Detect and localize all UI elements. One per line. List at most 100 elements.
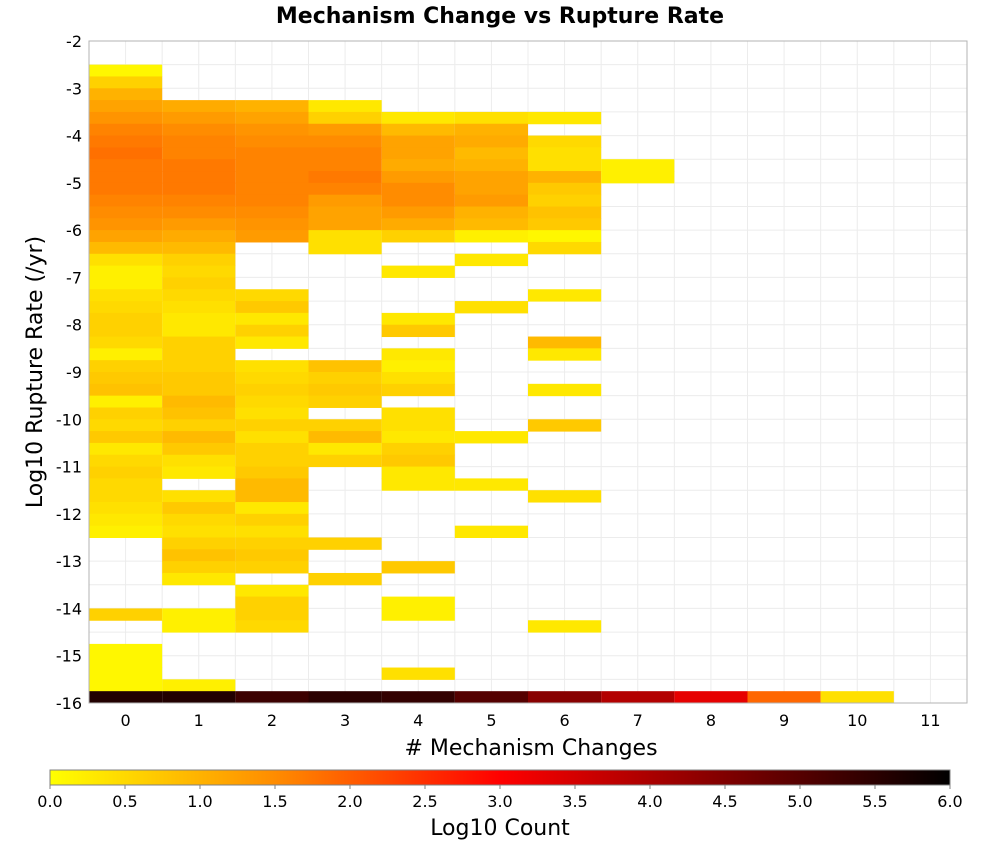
heatmap-cell [235, 608, 309, 621]
heatmap-cell [381, 348, 455, 361]
heatmap-cell [162, 159, 236, 172]
heatmap-cell [308, 206, 382, 219]
heatmap-cell [162, 466, 236, 479]
heatmap-cell [89, 265, 163, 278]
heatmap-cell [89, 513, 163, 527]
colorbar-tick-label: 2.0 [337, 792, 362, 811]
x-tick-label: 4 [413, 711, 423, 730]
heatmap-cell [162, 194, 236, 207]
heatmap-cell [235, 206, 309, 219]
heatmap-cell [162, 608, 236, 621]
heatmap-cell [381, 454, 455, 468]
heatmap-cell [381, 123, 455, 137]
heatmap-cell [308, 147, 382, 160]
colorbar-tick-label: 4.0 [637, 792, 662, 811]
heatmap-cell [89, 478, 163, 491]
heatmap-cell [528, 348, 602, 361]
colorbar-tick-label: 4.5 [712, 792, 737, 811]
heatmap-cell [454, 478, 528, 491]
heatmap-cell [89, 194, 163, 207]
heatmap-cell [235, 584, 309, 598]
heatmap-cell [235, 549, 309, 562]
heatmap-cell [308, 218, 382, 231]
heatmap-cell [381, 372, 455, 385]
y-tick-label: -10 [56, 410, 82, 429]
heatmap-cell [235, 419, 309, 432]
y-tick-label: -7 [66, 268, 82, 287]
heatmap-cell [381, 431, 455, 444]
heatmap-cell [308, 241, 382, 255]
heatmap-cell [308, 194, 382, 207]
heatmap-cell [528, 171, 602, 184]
heatmap-cell [820, 691, 894, 704]
heatmap-cell [89, 135, 163, 148]
heatmap-cell [89, 608, 163, 621]
colorbar-tick-label: 3.5 [562, 792, 587, 811]
heatmap-cell [308, 419, 382, 432]
heatmap-cell [89, 360, 163, 373]
colorbar-tick-label: 5.0 [787, 792, 812, 811]
heatmap-cell [162, 324, 236, 338]
x-axis-label: # Mechanism Changes [404, 736, 657, 761]
heatmap-cell [162, 454, 236, 468]
heatmap-cell [235, 691, 309, 704]
heatmap-cell [89, 431, 163, 444]
heatmap-cell [162, 277, 236, 290]
heatmap-cell [89, 667, 163, 680]
heatmap-cell [381, 419, 455, 432]
heatmap-cell [381, 442, 455, 456]
y-tick-label: -8 [66, 316, 82, 335]
heatmap-cell [381, 561, 455, 574]
heatmap-cell [235, 336, 309, 349]
heatmap-cell [89, 301, 163, 314]
heatmap-cell [235, 537, 309, 550]
heatmap-cell [162, 147, 236, 160]
heatmap-cell [162, 691, 236, 704]
heatmap-cell [162, 383, 236, 397]
heatmap-cell [162, 419, 236, 432]
heatmap-cell [381, 312, 455, 326]
heatmap-cell [528, 194, 602, 207]
heatmap-cell [162, 289, 236, 302]
heatmap-cell [89, 111, 163, 125]
y-tick-label: -3 [66, 79, 82, 98]
heatmap-cell [381, 466, 455, 479]
heatmap-cell [308, 454, 382, 468]
heatmap-cell [162, 513, 236, 527]
x-tick-label: 10 [847, 711, 867, 730]
heatmap-cell [235, 360, 309, 373]
heatmap-cell [162, 490, 236, 503]
heatmap-cell [528, 336, 602, 349]
heatmap-cell [235, 454, 309, 468]
heatmap-cell [528, 206, 602, 219]
heatmap-cell [381, 360, 455, 373]
heatmap-cell [162, 135, 236, 148]
heatmap-cell [674, 691, 748, 704]
heatmap-cell [454, 206, 528, 219]
x-axis-ticks: 0 1 2 3 4 5 6 7 8 9 10 11 [120, 711, 940, 730]
heatmap-cell [308, 431, 382, 444]
heatmap-cell [381, 691, 455, 704]
heatmap-cell [162, 312, 236, 326]
heatmap-cell [235, 502, 309, 515]
heatmap-cell [235, 596, 309, 609]
heatmap-cell [89, 395, 163, 408]
heatmap-cell [601, 691, 675, 704]
heatmap-cell [601, 159, 675, 172]
heatmap-cell [528, 383, 602, 397]
heatmap-cell [381, 159, 455, 172]
heatmap-cell [308, 182, 382, 196]
x-tick-label: 8 [706, 711, 716, 730]
colorbar-tick-label: 1.5 [262, 792, 287, 811]
heatmap-cell [381, 230, 455, 243]
colorbar-label: Log10 Count [430, 816, 570, 841]
heatmap-cell [162, 206, 236, 219]
heatmap-cell [162, 431, 236, 444]
heatmap-cell [89, 88, 163, 101]
heatmap-cell [89, 383, 163, 397]
heatmap-cell [89, 442, 163, 456]
heatmap-cell [89, 241, 163, 255]
heatmap-cell [381, 324, 455, 338]
heatmap-cell [89, 372, 163, 385]
heatmap-cell [308, 442, 382, 456]
